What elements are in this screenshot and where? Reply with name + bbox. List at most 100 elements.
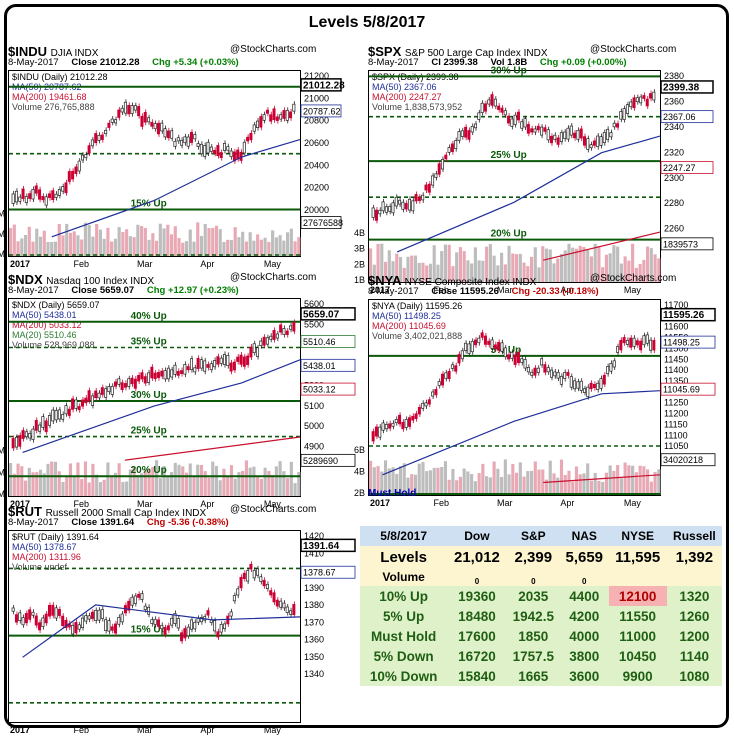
- table-cell: 0: [560, 568, 609, 586]
- table-date: 5/8/2017: [360, 526, 448, 546]
- candle-body: [249, 563, 253, 570]
- candle-body: [434, 389, 438, 396]
- price-tag-label: 21012.28: [303, 80, 345, 91]
- legend-entry: MA(50) 2367.06: [372, 82, 437, 92]
- volume-bar: [537, 469, 541, 495]
- candle-body: [414, 194, 418, 202]
- candle-body: [246, 136, 250, 142]
- volume-bar: [604, 472, 608, 495]
- candle-body: [18, 612, 22, 621]
- month-label: Mar: [497, 498, 513, 508]
- candle-body: [150, 366, 154, 379]
- volume-tick-label: 200M: [0, 249, 5, 259]
- candle-body: [586, 386, 590, 398]
- candle-body: [216, 145, 220, 157]
- candle-body: [28, 609, 32, 620]
- volume-bar: [417, 463, 421, 495]
- chart-date: 8-May-2017: [8, 57, 62, 68]
- volume-bar: [222, 241, 226, 256]
- candle-body: [424, 184, 428, 191]
- candle-body: [236, 588, 240, 596]
- candle-body: [497, 105, 501, 110]
- candle-body: [526, 124, 530, 134]
- candle-body: [242, 356, 246, 367]
- volume-bar: [612, 470, 616, 495]
- candle-body: [431, 391, 435, 397]
- candle-body: [153, 123, 157, 130]
- candle-body: [47, 193, 51, 198]
- y-tick-label: 2300: [664, 173, 684, 183]
- candle-body: [437, 163, 441, 175]
- candle-body: [123, 101, 127, 114]
- ma50-line: [22, 604, 301, 658]
- chart-date: 8-May-2017: [8, 517, 62, 528]
- candle-body: [622, 337, 626, 344]
- table-header-row: 5/8/2017 Dow S&P NAS NYSE Russell: [360, 526, 722, 546]
- candle-body: [64, 405, 68, 415]
- volume-bar: [237, 237, 241, 256]
- table-cell: 9900: [608, 666, 667, 686]
- y-tick-label: 11700: [664, 300, 688, 310]
- plot-border: [8, 298, 301, 497]
- legend-entry: $NYA (Daily) 11595.26: [372, 301, 462, 311]
- candle-body: [275, 599, 279, 607]
- volume-bar: [649, 481, 653, 495]
- volume-bar: [608, 465, 612, 495]
- candle-body: [450, 364, 454, 369]
- month-label: Feb: [433, 285, 449, 295]
- volume-bar: [631, 243, 635, 282]
- table-cell: 10450: [608, 646, 667, 666]
- candle-body: [609, 363, 613, 372]
- month-label: 2017: [370, 285, 390, 295]
- candle-body: [612, 360, 616, 368]
- candle-body: [635, 340, 639, 346]
- levels-table: 5/8/2017 Dow S&P NAS NYSE Russell Levels 21,012…: [360, 526, 722, 686]
- legend-entry: MA(200) 5033.12: [12, 320, 82, 330]
- candle-body: [384, 206, 388, 213]
- volume-bar: [522, 476, 526, 495]
- candle-body: [559, 375, 563, 385]
- table-cell: 0: [506, 568, 560, 586]
- candle-body: [189, 619, 193, 630]
- month-label: Mar: [137, 259, 153, 269]
- price-tag-label: 1378.67: [303, 568, 336, 578]
- candle-body: [507, 115, 511, 124]
- volume-bar: [552, 473, 556, 495]
- candle-body: [556, 137, 560, 145]
- volume-bar: [125, 481, 129, 496]
- volume-tick-label: 750M: [0, 446, 5, 456]
- y-tick-label: 1420: [304, 531, 324, 541]
- candle-body: [219, 152, 223, 159]
- candle-body: [64, 619, 68, 629]
- candle-body: [219, 357, 223, 364]
- candle-body: [474, 123, 478, 129]
- volume-bar: [113, 238, 117, 256]
- candle-body: [510, 118, 514, 127]
- volume-bar: [27, 226, 31, 256]
- rut-chart: $RUT Russell 2000 Small Cap Index INDX @S…: [8, 504, 356, 750]
- candle-body: [563, 372, 567, 379]
- volume-bar: [173, 226, 177, 256]
- candle-body: [619, 340, 623, 351]
- candle-body: [460, 350, 464, 360]
- month-label: Apr: [560, 498, 574, 508]
- volume-bar: [181, 466, 185, 496]
- y-tick-label: 5600: [304, 299, 324, 309]
- candle-body: [414, 413, 418, 419]
- candle-body: [289, 111, 293, 119]
- volume-bar: [203, 471, 207, 496]
- price-tag-label: 2399.38: [663, 82, 700, 93]
- volume-bar: [42, 473, 46, 496]
- y-tick-label: 11150: [664, 419, 688, 429]
- volume-bar: [619, 263, 623, 282]
- candle-body: [156, 122, 160, 135]
- candle-body: [90, 395, 94, 406]
- volume-bar: [233, 227, 237, 256]
- candle-body: [371, 207, 375, 218]
- volume-bar: [181, 242, 185, 256]
- volume-bar: [237, 472, 241, 496]
- chart-subheader: 8-May-2017 Close 1391.64 Chg -5.36 (-0.3…: [8, 517, 239, 528]
- volume-bar: [413, 255, 418, 282]
- candle-body: [41, 196, 45, 201]
